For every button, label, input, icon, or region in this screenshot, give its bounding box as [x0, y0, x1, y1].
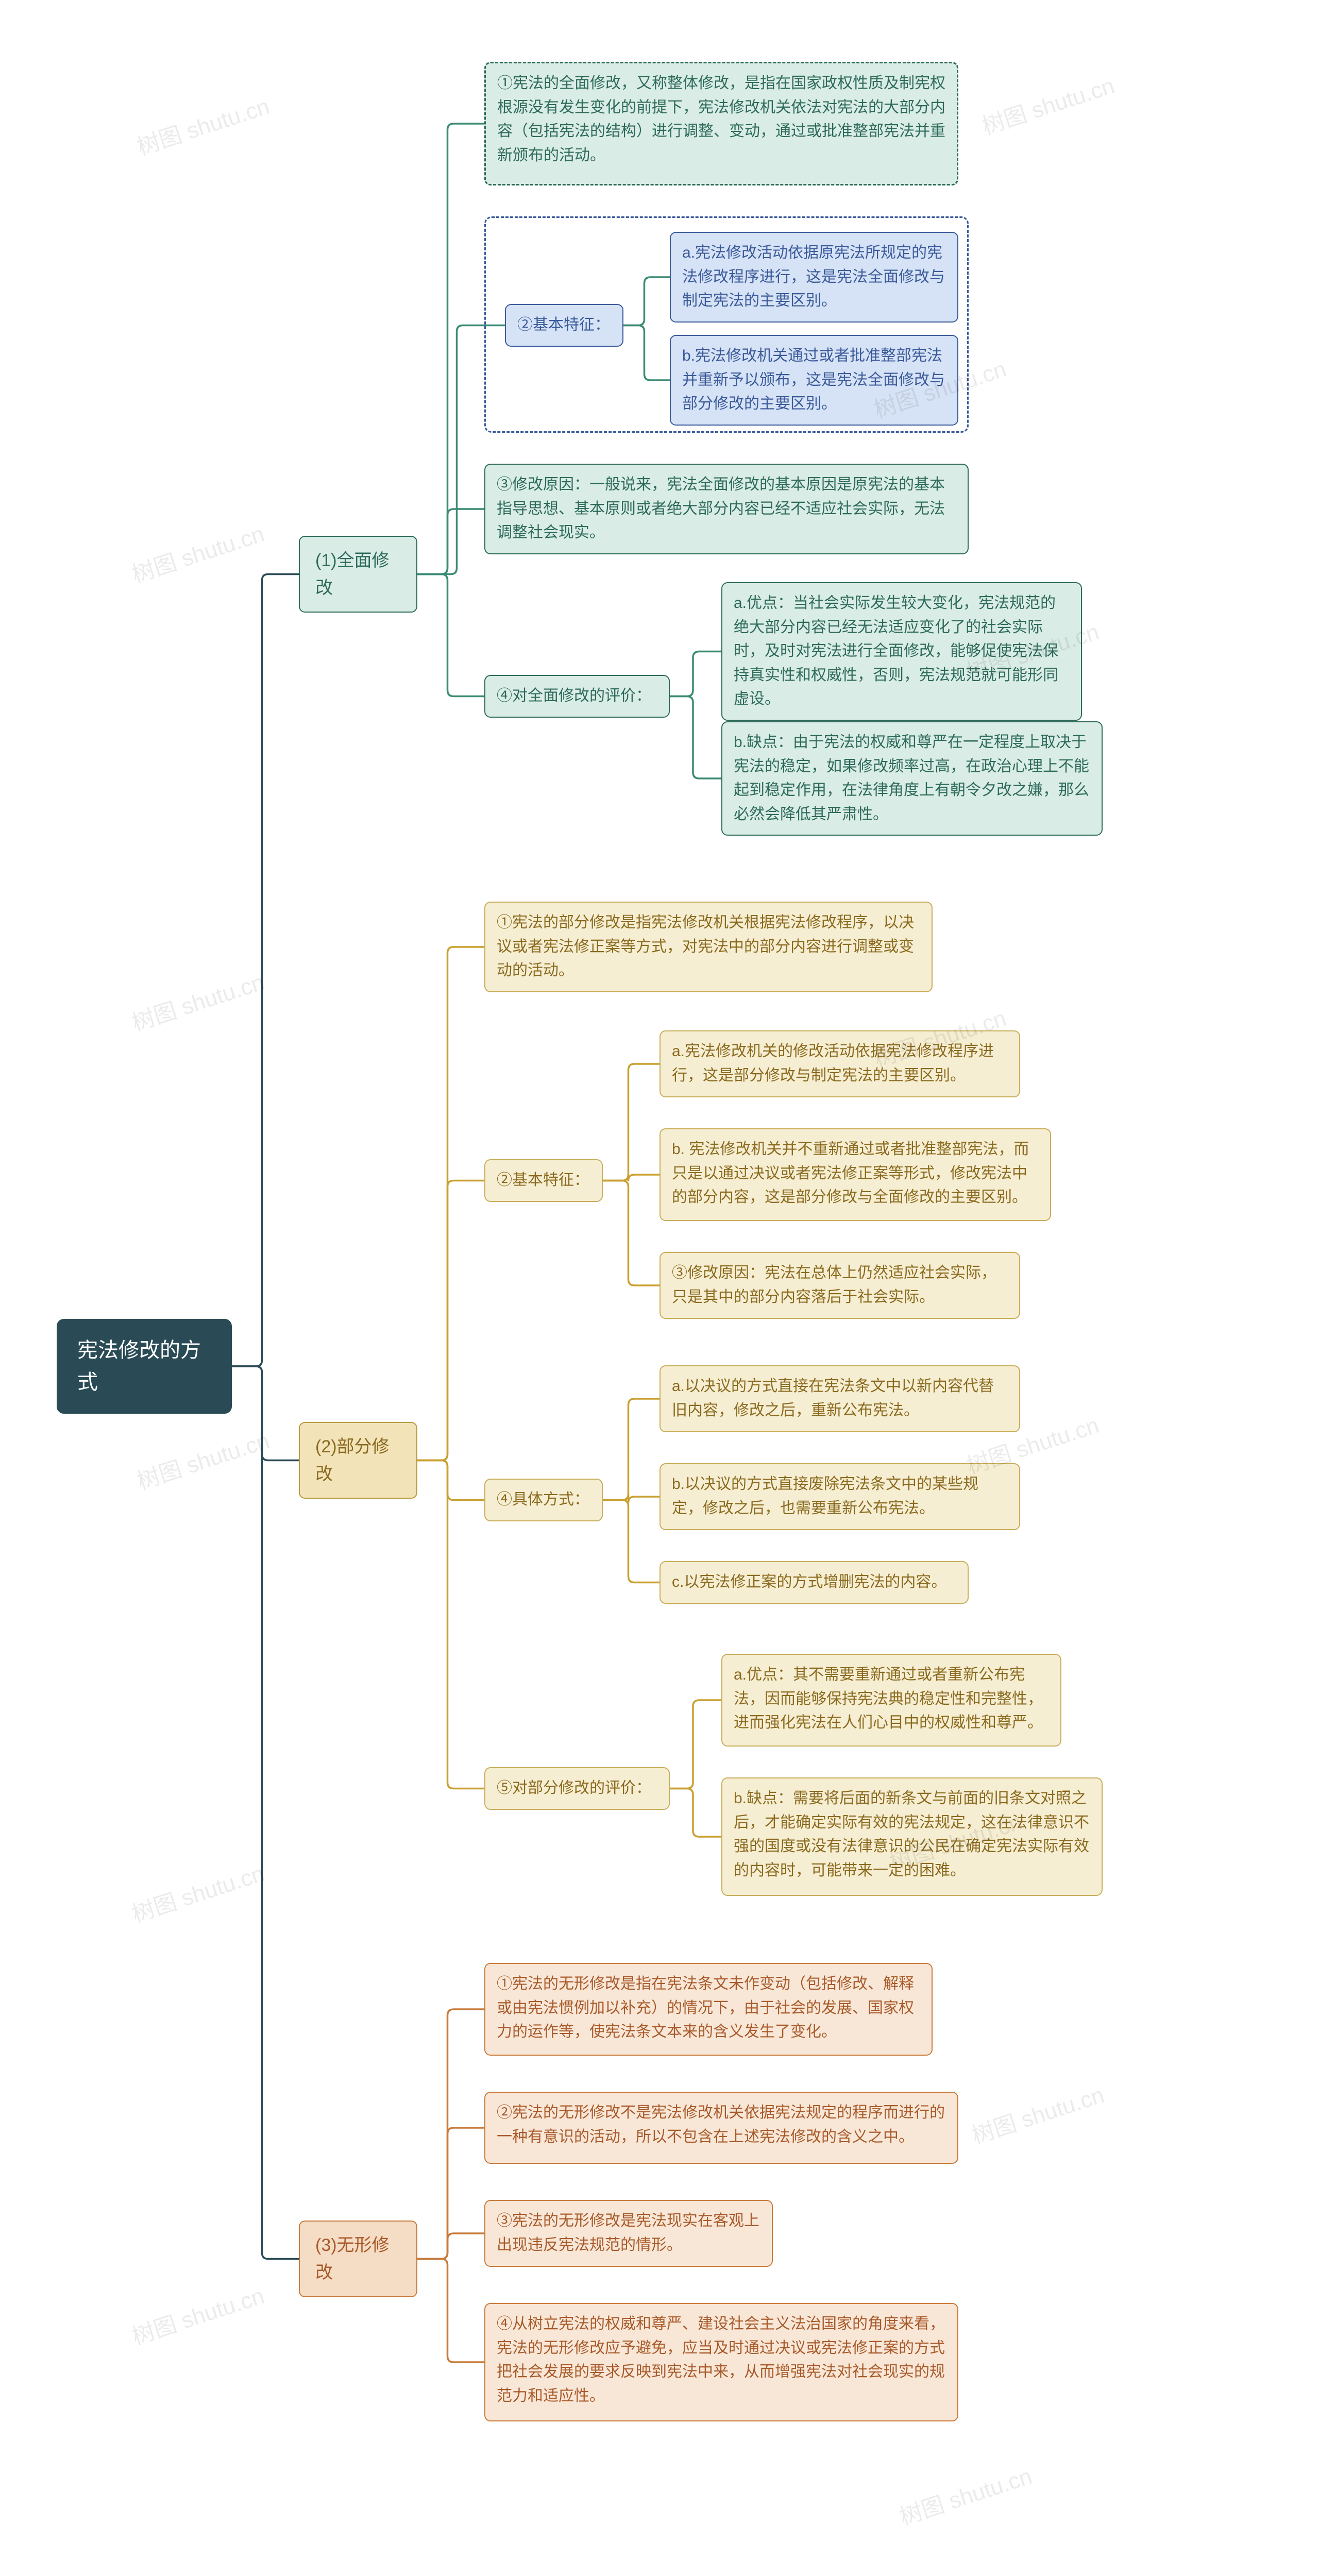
watermark: 树图 shutu.cn	[132, 88, 273, 161]
node-b3c1: ①宪法的无形修改是指在宪法条文未作变动（包括修改、解释或由宪法惯例加以补充）的情…	[484, 1963, 933, 2056]
node-b1c4: ④对全面修改的评价：	[484, 675, 670, 718]
node-b3c3: ③宪法的无形修改是宪法现实在客观上出现违反宪法规范的情形。	[484, 2200, 773, 2267]
node-b3c4: ④从树立宪法的权威和尊严、建设社会主义法治国家的角度来看，宪法的无形修改应予避免…	[484, 2303, 958, 2421]
watermark: 树图 shutu.cn	[127, 963, 268, 1037]
watermark: 树图 shutu.cn	[895, 2458, 1036, 2531]
node-b2c5a: a.优点：其不需要重新通过或者重新公布宪法，因而能够保持宪法典的稳定性和完整性，…	[721, 1654, 1061, 1747]
node-b1c2a: a.宪法修改活动依据原宪法所规定的宪法修改程序进行，这是宪法全面修改与制定宪法的…	[670, 232, 958, 323]
node-b2c4c: c.以宪法修正案的方式增删宪法的内容。	[660, 1561, 969, 1604]
node-b1c1: ①宪法的全面修改，又称整体修改，是指在国家政权性质及制宪权根源没有发生变化的前提…	[484, 62, 958, 185]
watermark: 树图 shutu.cn	[127, 1855, 268, 1928]
node-b2c5: ⑤对部分修改的评价：	[484, 1767, 670, 1810]
node-b3c2: ②宪法的无形修改不是宪法修改机关依据宪法规定的程序而进行的一种有意识的活动，所以…	[484, 2092, 958, 2164]
node-b2c4: ④具体方式：	[484, 1479, 603, 1521]
node-b2c4a: a.以决议的方式直接在宪法条文中以新内容代替旧内容，修改之后，重新公布宪法。	[660, 1365, 1020, 1432]
watermark: 树图 shutu.cn	[127, 515, 268, 589]
node-b1c4a: a.优点：当社会实际发生较大变化，宪法规范的绝大部分内容已经无法适应变化了的社会…	[721, 582, 1082, 721]
node-b1c2b: b.宪法修改机关通过或者批准整部宪法并重新予以颁布，这是宪法全面修改与部分修改的…	[670, 335, 958, 426]
watermark: 树图 shutu.cn	[132, 1422, 273, 1496]
node-b2c2: ②基本特征：	[484, 1159, 603, 1202]
node-b2c2c: ③修改原因：宪法在总体上仍然适应社会实际，只是其中的部分内容落后于社会实际。	[660, 1252, 1020, 1319]
node-b1: (1)全面修改	[299, 536, 417, 613]
node-b2c5b: b.缺点：需要将后面的新条文与前面的旧条文对照之后，才能确定实际有效的宪法规定，…	[721, 1777, 1103, 1896]
node-b1c3: ③修改原因：一般说来，宪法全面修改的基本原因是原宪法的基本指导思想、基本原则或者…	[484, 464, 969, 554]
node-b1c4b: b.缺点：由于宪法的权威和尊严在一定程度上取决于宪法的稳定，如果修改频率过高，在…	[721, 721, 1103, 836]
node-b2c4b: b.以决议的方式直接废除宪法条文中的某些规定，修改之后，也需要重新公布宪法。	[660, 1463, 1020, 1530]
node-b2c1: ①宪法的部分修改是指宪法修改机关根据宪法修改程序，以决议或者宪法修正案等方式，对…	[484, 902, 933, 992]
node-b1c2: ②基本特征：	[505, 304, 623, 347]
node-b2: (2)部分修改	[299, 1422, 417, 1499]
watermark: 树图 shutu.cn	[967, 2076, 1108, 2150]
mindmap-canvas: 宪法修改的方式 (1)全面修改 ①宪法的全面修改，又称整体修改，是指在国家政权性质及…	[0, 0, 1319, 2576]
node-root: 宪法修改的方式	[57, 1319, 232, 1414]
node-b2c2a: a.宪法修改机关的修改活动依据宪法修改程序进行，这是部分修改与制定宪法的主要区别…	[660, 1030, 1020, 1097]
node-b2c2b: b. 宪法修改机关并不重新通过或者批准整部宪法，而只是以通过决议或者宪法修正案等…	[660, 1128, 1051, 1221]
node-b3: (3)无形修改	[299, 2221, 417, 2297]
watermark: 树图 shutu.cn	[977, 67, 1118, 141]
watermark: 树图 shutu.cn	[127, 2277, 268, 2351]
